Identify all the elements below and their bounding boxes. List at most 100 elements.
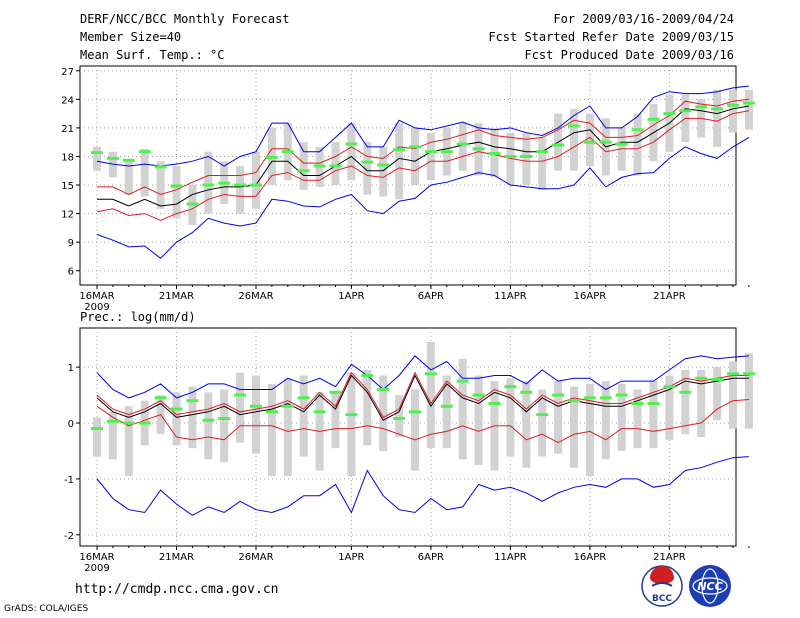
precipitation-box bbox=[601, 381, 610, 460]
grads-credit: GrADS: COLA/IGES bbox=[4, 604, 89, 614]
precipitation-median-mark bbox=[631, 401, 644, 405]
temperature-box bbox=[347, 123, 356, 181]
precipitation-xtick-label: 21APR bbox=[653, 552, 686, 563]
precipitation-box bbox=[570, 386, 578, 468]
temperature-xtick-label: 21MAR bbox=[159, 291, 194, 302]
precipitation-median-mark bbox=[170, 407, 183, 411]
precipitation-median-mark bbox=[329, 390, 342, 394]
precipitation-box bbox=[426, 341, 435, 449]
temperature-xtick-label: 6APR bbox=[418, 291, 444, 302]
precipitation-median-mark bbox=[91, 427, 103, 431]
precipitation-median-mark bbox=[615, 393, 628, 397]
temperature-median-mark bbox=[679, 109, 692, 113]
precipitation-median-mark bbox=[663, 385, 676, 389]
temperature-ytick-label: 6 bbox=[68, 267, 74, 278]
temperature-box bbox=[570, 108, 578, 171]
precipitation-median-mark bbox=[424, 372, 437, 376]
temperature-median-mark bbox=[599, 140, 612, 144]
temperature-median-mark bbox=[647, 117, 660, 121]
precipitation-box bbox=[442, 375, 451, 449]
temperature-series-min bbox=[96, 85, 749, 167]
temperature-median-mark bbox=[615, 142, 628, 146]
temperature-box bbox=[538, 137, 547, 190]
precipitation-xtick-label: 26MAR bbox=[238, 552, 273, 563]
temperature-median-mark bbox=[727, 103, 739, 107]
precipitation-median-mark bbox=[409, 410, 421, 414]
temperature-ytick-label: 12 bbox=[61, 210, 74, 221]
temperature-series-max bbox=[96, 136, 750, 259]
temperature-median-mark bbox=[377, 163, 390, 167]
temperature-ytick-label: 9 bbox=[68, 238, 74, 249]
temperature-box bbox=[172, 165, 181, 219]
temperature-box bbox=[395, 123, 404, 200]
precipitation-box bbox=[633, 389, 642, 449]
temperature-frame bbox=[79, 65, 737, 286]
precipitation-box bbox=[236, 372, 245, 443]
temperature-median-mark bbox=[583, 140, 596, 144]
precipitation-box bbox=[395, 395, 404, 437]
temperature-median-mark bbox=[552, 143, 565, 147]
precipitation-ytick-label: 1 bbox=[68, 363, 74, 374]
precipitation-median-mark bbox=[186, 399, 199, 403]
temperature-median-mark bbox=[440, 150, 453, 154]
temperature-median-mark bbox=[631, 128, 644, 132]
precipitation-ytick-label: 0 bbox=[68, 419, 74, 430]
precipitation-box bbox=[347, 372, 356, 477]
temperature-median-mark bbox=[742, 101, 755, 105]
precipitation-median-mark bbox=[727, 372, 739, 376]
temperature-median-mark bbox=[265, 155, 278, 159]
temperature-box bbox=[363, 142, 372, 195]
precipitation-median-mark bbox=[583, 396, 596, 400]
temperature-box bbox=[585, 113, 594, 166]
chart-title: DERF/NCC/BCC Monthly Forecast bbox=[80, 12, 290, 26]
temperature-median-mark bbox=[138, 150, 151, 154]
precipitation-box bbox=[744, 353, 753, 429]
source-url[interactable]: http://cmdp.ncc.cma.gov.cn bbox=[75, 582, 279, 597]
temperature-median-mark bbox=[345, 142, 358, 146]
temperature-median-mark bbox=[711, 107, 724, 111]
precipitation-box bbox=[331, 392, 340, 449]
temperature-median-mark bbox=[91, 151, 103, 155]
precipitation-median-mark bbox=[568, 399, 580, 403]
temperature-box bbox=[236, 165, 245, 214]
temperature-box bbox=[124, 161, 133, 195]
temperature-median-mark bbox=[472, 147, 485, 151]
precipitation-box bbox=[617, 383, 626, 451]
temperature-median-mark bbox=[122, 158, 135, 162]
temperature-median-mark bbox=[234, 183, 247, 187]
precipitation-series-p75 bbox=[96, 371, 749, 419]
precipitation-median-mark bbox=[711, 377, 724, 381]
precipitation-box bbox=[522, 381, 531, 468]
precipitation-median-mark bbox=[695, 376, 708, 380]
precipitation-series-max bbox=[96, 456, 749, 516]
temperature-xtick-label: 16MAR bbox=[79, 291, 114, 302]
precipitation-median-mark bbox=[377, 387, 390, 391]
precipitation-median-mark bbox=[138, 421, 151, 425]
temperature-box bbox=[93, 146, 101, 171]
precipitation-xtick-label: 16MAR bbox=[79, 552, 114, 563]
temperature-median-mark bbox=[218, 181, 231, 185]
temperature-xtick-label: 21APR bbox=[653, 291, 686, 302]
temperature-box bbox=[744, 89, 753, 130]
precipitation-median-mark bbox=[472, 393, 485, 397]
temperature-box bbox=[252, 151, 260, 209]
temperature-xtick-label: 11APR bbox=[494, 291, 527, 302]
precipitation-box bbox=[252, 375, 260, 454]
temperature-median-mark bbox=[695, 105, 708, 109]
precipitation-xtick-label: 11APR bbox=[494, 552, 527, 563]
temperature-median-mark bbox=[456, 142, 469, 146]
precipitation-box bbox=[220, 389, 229, 463]
precipitation-median-mark bbox=[488, 401, 501, 405]
temperature-median-mark bbox=[568, 124, 580, 128]
temperature-median-mark bbox=[297, 169, 310, 173]
precipitation-box bbox=[93, 417, 101, 457]
member-size-label: Member Size=40 bbox=[80, 30, 182, 44]
precip-panel-title: Prec.: log(mm/d) bbox=[80, 310, 196, 324]
precipitation-median-mark bbox=[202, 418, 215, 422]
temperature-box bbox=[426, 132, 435, 181]
temperature-median-mark bbox=[361, 160, 374, 164]
temperature-series-p75 bbox=[97, 98, 749, 196]
precipitation-box bbox=[458, 358, 467, 460]
precipitation-median-mark bbox=[345, 413, 358, 417]
